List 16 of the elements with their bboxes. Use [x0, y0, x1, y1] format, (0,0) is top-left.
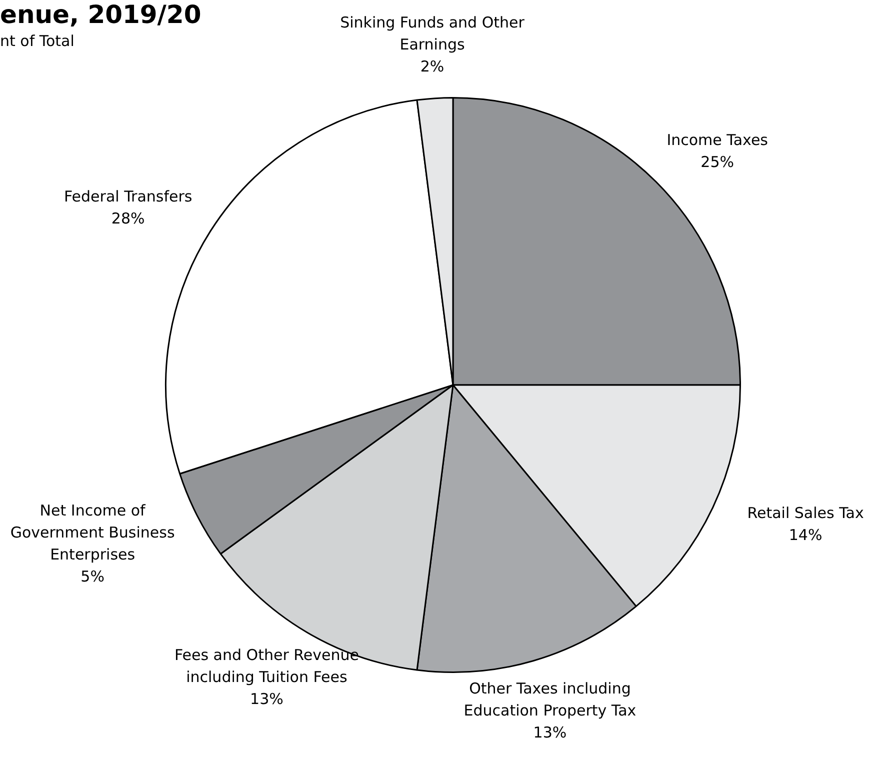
text: nt of Total [0, 32, 74, 50]
slice-label: Federal Transfers [64, 187, 192, 206]
data-label: 25% [700, 153, 734, 172]
slice-label: Net Income of Government Business Enterprises [10, 501, 175, 564]
data-label: 28% [111, 209, 145, 228]
data-label: 5% [80, 567, 104, 586]
slice-label: Retail Sales Tax [747, 504, 864, 522]
slice-label: Income Taxes [666, 131, 768, 150]
chart-title: enue, 2019/20 [0, 0, 202, 30]
slice-label: Fees and Other Revenue including Tuition Fees [174, 646, 359, 686]
data-label: 13% [533, 724, 567, 742]
data-label: 2% [420, 57, 444, 76]
data-label: 13% [250, 690, 284, 708]
slice-label: Other Taxes including Education Property Tax [464, 680, 636, 720]
slice-label: Sinking Funds and Other Earnings [340, 13, 526, 54]
data-label: 14% [788, 526, 822, 544]
